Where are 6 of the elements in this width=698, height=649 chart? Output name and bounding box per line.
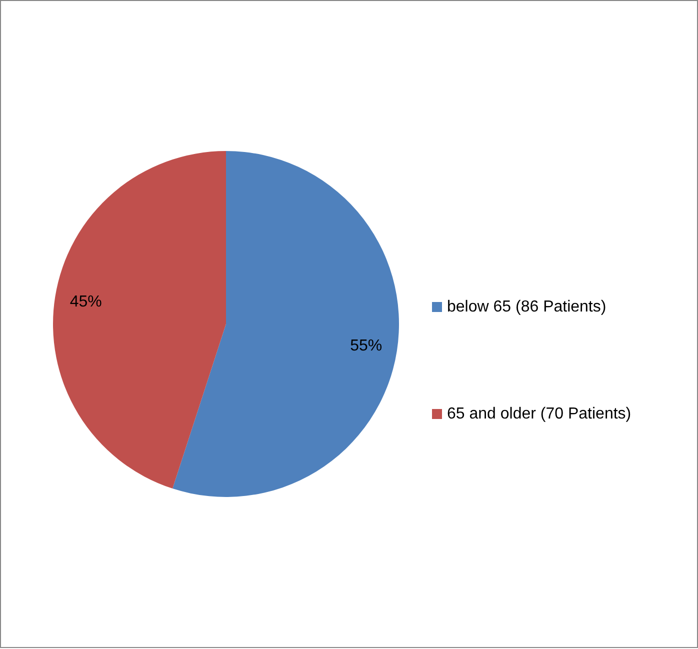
data-label: 55% xyxy=(350,338,382,355)
pie-slice xyxy=(172,151,399,497)
pie-slice xyxy=(53,151,226,489)
data-label: 45% xyxy=(70,293,102,310)
legend-label: 65 and older (70 Patients) xyxy=(447,406,632,422)
legend-label: below 65 (86 Patients) xyxy=(447,298,606,316)
